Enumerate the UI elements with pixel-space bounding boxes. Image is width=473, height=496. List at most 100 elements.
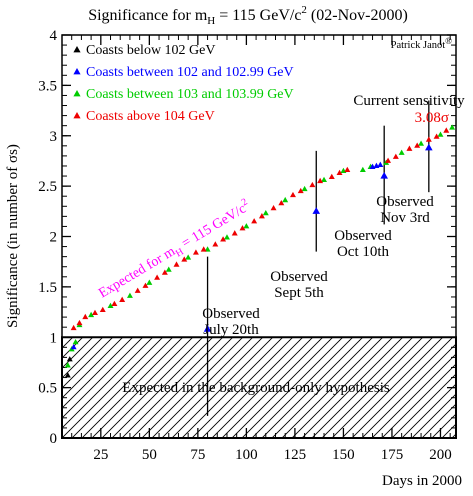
data-point: [154, 274, 161, 280]
title-sup: 2: [301, 4, 307, 16]
observation-label: Observed: [202, 306, 260, 322]
data-point: [258, 213, 265, 219]
data-point: [418, 140, 425, 146]
observation-label: Oct 10th: [337, 244, 390, 260]
data-point: [414, 142, 421, 148]
data-point: [88, 311, 95, 318]
legend: Coasts below 102 GeV Coasts between 102 a…: [73, 43, 294, 124]
observation-label: Observed: [376, 194, 434, 210]
observation-marker: [312, 207, 321, 214]
data-point: [309, 181, 316, 188]
data-point: [146, 279, 153, 285]
x-tick-label: 125: [284, 447, 307, 463]
data-point: [282, 196, 289, 203]
data-point: [212, 241, 219, 247]
observation-marker: [425, 143, 433, 151]
y-tick-label: 0: [50, 431, 58, 447]
legend-label: Coasts above 104 GeV: [86, 109, 215, 124]
data-point: [231, 230, 238, 236]
data-point: [99, 306, 106, 313]
data-point: [243, 223, 250, 229]
data-point: [251, 218, 258, 224]
y-tick-label: 3.5: [38, 78, 57, 94]
x-tick-label: 25: [93, 447, 108, 463]
x-tick-label: 75: [190, 447, 205, 463]
data-point: [425, 136, 432, 142]
data-point: [181, 256, 188, 262]
data-point: [239, 225, 246, 231]
title-rest: = 115 GeV/c: [215, 7, 301, 24]
data-point: [70, 324, 77, 331]
legend-label: Coasts below 102 GeV: [86, 43, 216, 58]
background-label: Expected in the background-only hypothes…: [122, 380, 390, 396]
data-point: [443, 127, 450, 133]
data-point: [126, 292, 133, 298]
data-point: [220, 236, 227, 242]
chart-title: Significance for mH = 115 GeV/c2 (02-Nov…: [88, 4, 408, 27]
data-point: [161, 269, 168, 275]
data-point: [92, 309, 98, 316]
title-sub: H: [207, 15, 215, 27]
y-axis: 0 0.5 1 1.5 2 2.5 3 3.5 4: [38, 28, 456, 447]
y-tick-label: 2.5: [38, 179, 57, 195]
data-point: [344, 166, 351, 172]
observation-marker: [203, 324, 212, 332]
data-point: [297, 187, 304, 194]
x-tick-label: 200: [429, 447, 452, 463]
data-point: [111, 300, 118, 306]
legend-marker: [73, 68, 81, 75]
data-point: [66, 356, 73, 362]
observation-label: Observed: [270, 269, 328, 285]
data-point: [289, 191, 296, 198]
observation-marker: [380, 171, 388, 179]
data-point: [70, 344, 77, 350]
expected-label: Expected for mH = 115 GeV/c2: [95, 196, 255, 304]
data-point: [142, 282, 149, 288]
data-point: [173, 261, 180, 267]
author-credit: Patrick Janot®: [391, 36, 453, 51]
data-point: [359, 166, 366, 172]
x-tick-label: 175: [381, 447, 404, 463]
data-points: [64, 124, 456, 378]
observation-label: July 20th: [203, 322, 259, 338]
x-axis-label: Days in 2000: [382, 473, 462, 489]
legend-marker: [73, 46, 81, 53]
y-tick-label: 4: [50, 28, 58, 44]
data-point: [64, 372, 71, 378]
data-point: [82, 313, 89, 320]
legend-label: Coasts between 103 and 103.99 GeV: [86, 87, 294, 102]
data-point: [224, 234, 230, 240]
y-tick-label: 2: [50, 230, 58, 246]
author-mark: ®: [445, 36, 452, 46]
data-point: [406, 145, 413, 151]
author-name: Patrick Janot: [391, 40, 446, 51]
y-tick-label: 1: [50, 330, 58, 346]
data-point: [278, 199, 285, 206]
data-point: [392, 153, 399, 159]
data-point: [317, 177, 324, 184]
data-point: [185, 254, 192, 260]
legend-marker: [73, 112, 81, 119]
legend-label: Coasts between 102 and 102.99 GeV: [86, 65, 294, 80]
y-axis-label: Significance (in number of σs): [5, 144, 21, 328]
data-point: [328, 173, 335, 180]
observation-label: Nov 3rd: [380, 210, 430, 226]
x-axis: 25 50 75 100 125 150 175 200: [71, 35, 452, 463]
data-point: [398, 149, 405, 155]
data-point: [119, 296, 126, 302]
current-sensitivity-label: Current sensitivity: [353, 93, 465, 109]
data-point: [270, 204, 277, 211]
data-point: [336, 169, 343, 176]
data-point: [204, 246, 211, 252]
expected-label-sub: H: [174, 246, 186, 259]
data-point: [192, 249, 199, 255]
data-point: [134, 287, 141, 293]
x-tick-label: 150: [332, 447, 355, 463]
expected-label-sup: 2: [240, 196, 250, 208]
data-point: [72, 338, 79, 345]
expected-label-rest: = 115 GeV/c: [177, 202, 249, 254]
data-point: [321, 176, 327, 183]
